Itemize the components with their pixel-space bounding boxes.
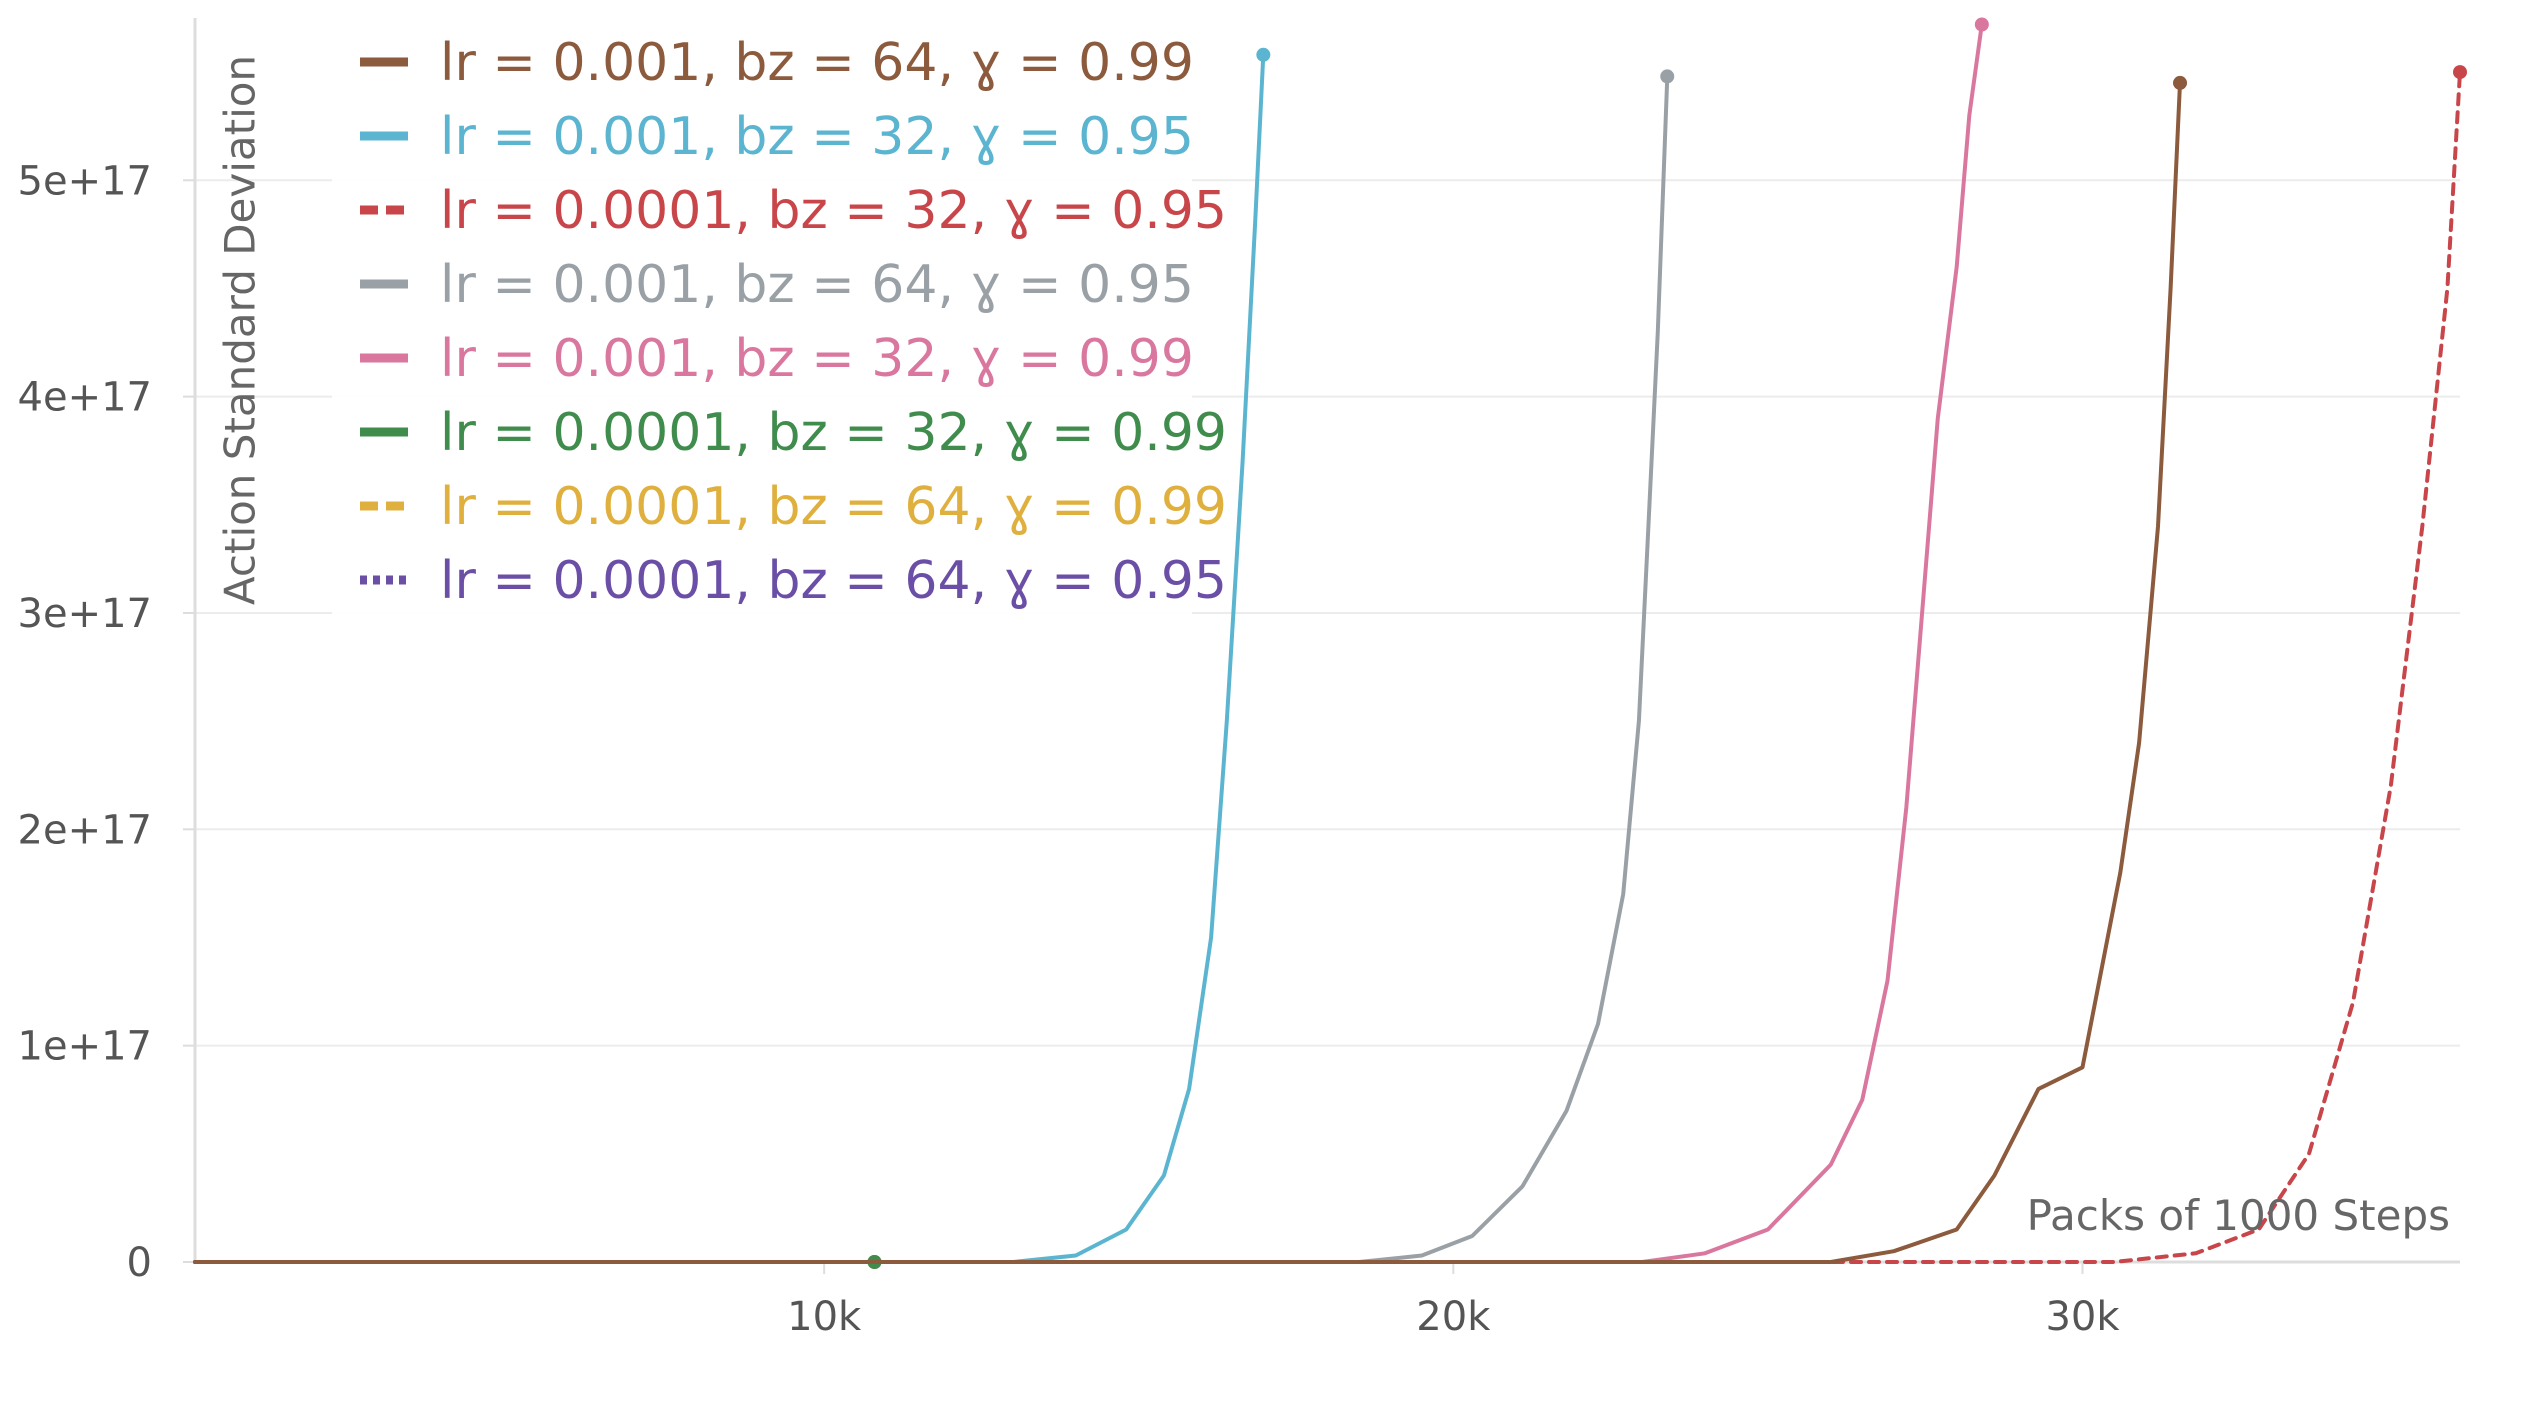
series-line bbox=[193, 70, 2462, 1264]
series-end-point bbox=[1660, 69, 1675, 84]
y-tick-label: 2e+17 bbox=[18, 807, 152, 853]
legend-entry-label: lr = 0.001, bz = 32, ɣ = 0.99 bbox=[440, 329, 1194, 389]
x-tick-label: 10k bbox=[787, 1294, 862, 1340]
y-tick-label: 3e+17 bbox=[18, 591, 152, 637]
tick-labels: 0 1e+17 2e+17 3e+17 4e+17 5e+17 10k 20k 30k bbox=[18, 158, 2121, 1340]
x-tick-label: 20k bbox=[1416, 1294, 1491, 1340]
series-end-point bbox=[2453, 65, 2467, 80]
series-end-point bbox=[1256, 47, 1271, 62]
legend-entry-label: lr = 0.0001, bz = 32, ɣ = 0.95 bbox=[440, 181, 1227, 241]
series-line bbox=[193, 22, 1984, 1264]
series-end-point bbox=[1974, 17, 1989, 32]
y-tick-label: 1e+17 bbox=[18, 1024, 152, 1070]
legend-background bbox=[332, 0, 1192, 624]
legend-entry-label: lr = 0.0001, bz = 64, ɣ = 0.95 bbox=[440, 551, 1227, 611]
legend-entry-label: lr = 0.001, bz = 32, ɣ = 0.95 bbox=[440, 107, 1194, 167]
legend-entry-label: lr = 0.001, bz = 64, ɣ = 0.95 bbox=[440, 255, 1194, 315]
x-axis-label: Packs of 1000 Steps bbox=[2027, 1191, 2450, 1240]
y-tick-label: 5e+17 bbox=[18, 158, 152, 204]
series-line bbox=[193, 80, 2182, 1264]
y-tick-label: 0 bbox=[127, 1240, 152, 1286]
y-axis-label: Action Standard Deviation bbox=[216, 55, 265, 605]
series-line bbox=[193, 74, 1670, 1264]
x-tick-label: 30k bbox=[2045, 1294, 2120, 1340]
legend-entry-label: lr = 0.0001, bz = 32, ɣ = 0.99 bbox=[440, 403, 1227, 463]
legend-entry-label: lr = 0.0001, bz = 64, ɣ = 0.99 bbox=[440, 477, 1227, 537]
series-lines bbox=[193, 17, 2467, 1269]
series-end-point bbox=[2173, 75, 2188, 90]
series-line bbox=[193, 52, 1266, 1264]
legend-entry-label: lr = 0.001, bz = 64, ɣ = 0.99 bbox=[440, 33, 1194, 93]
legend: lr = 0.001, bz = 64, ɣ = 0.99 lr = 0.001,… bbox=[332, 0, 1227, 624]
y-tick-label: 4e+17 bbox=[18, 375, 152, 421]
